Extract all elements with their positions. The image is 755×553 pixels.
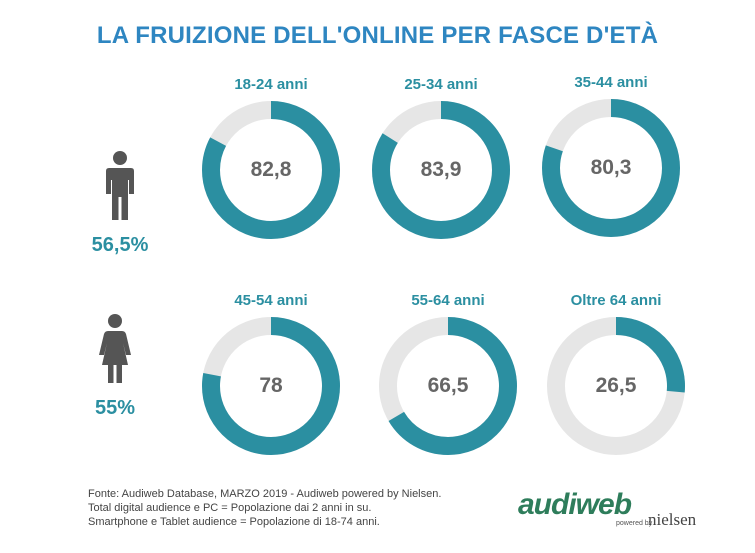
donut-label: 55-64 anni xyxy=(411,292,485,309)
donut-arc xyxy=(547,317,685,455)
donut-value: 78 xyxy=(259,374,283,397)
logo-brand: audiweb xyxy=(518,488,632,521)
donut-chart xyxy=(202,317,340,455)
donut-label: 18-24 anni xyxy=(234,76,308,93)
donut-arc xyxy=(379,317,517,455)
donut-arc xyxy=(372,101,510,239)
donut-chart xyxy=(372,101,510,239)
donut-chart xyxy=(202,101,340,239)
male-share: 56,5% xyxy=(75,150,165,257)
donut-label: 35-44 anni xyxy=(574,74,648,91)
donut-chart xyxy=(542,99,680,237)
source-line: Smartphone e Tablet audience = Popolazio… xyxy=(88,516,380,528)
source-note: Fonte: Audiweb Database, MARZO 2019 - Au… xyxy=(88,487,441,529)
source-line: Total digital audience e PC = Popolazion… xyxy=(88,502,372,514)
donut-value: 80,3 xyxy=(590,156,632,179)
female-person-icon xyxy=(99,314,131,383)
donut-chart xyxy=(379,317,517,455)
donut-55-64: 55-64 anni 66,5 xyxy=(373,292,523,457)
donut-arc xyxy=(542,99,680,237)
donut-arc xyxy=(202,317,340,455)
donut-chart xyxy=(547,317,685,455)
audiweb-logo: audiweb powered by nielsen xyxy=(518,488,728,538)
logo-powered: powered by xyxy=(616,520,653,527)
male-person-icon xyxy=(106,151,134,220)
donut-label: 25-34 anni xyxy=(404,76,478,93)
donut-35-44: 35-44 anni 80,3 xyxy=(536,74,686,239)
page-title: LA FRUIZIONE DELL'ONLINE PER FASCE D'ETÀ xyxy=(96,22,659,49)
donut-value: 66,5 xyxy=(427,374,469,397)
donut-value: 26,5 xyxy=(595,374,637,397)
female-percent: 55% xyxy=(94,397,136,419)
logo-partner: nielsen xyxy=(648,510,697,529)
donut-value: 83,9 xyxy=(420,158,462,181)
source-line: Fonte: Audiweb Database, MARZO 2019 - Au… xyxy=(88,488,442,500)
male-percent: 56,5% xyxy=(91,234,149,256)
donut-label: Oltre 64 anni xyxy=(570,292,662,309)
donut-18-24: 18-24 anni 82,8 xyxy=(196,76,346,241)
donut-45-54: 45-54 anni 78 xyxy=(196,292,346,457)
female-share: 55% xyxy=(70,313,160,420)
donut-arc xyxy=(202,101,340,239)
donut-value: 82,8 xyxy=(250,158,292,181)
donut-oltre-64: Oltre 64 anni 26,5 xyxy=(541,292,691,457)
donut-label: 45-54 anni xyxy=(234,292,308,309)
donut-25-34: 25-34 anni 83,9 xyxy=(366,76,516,241)
